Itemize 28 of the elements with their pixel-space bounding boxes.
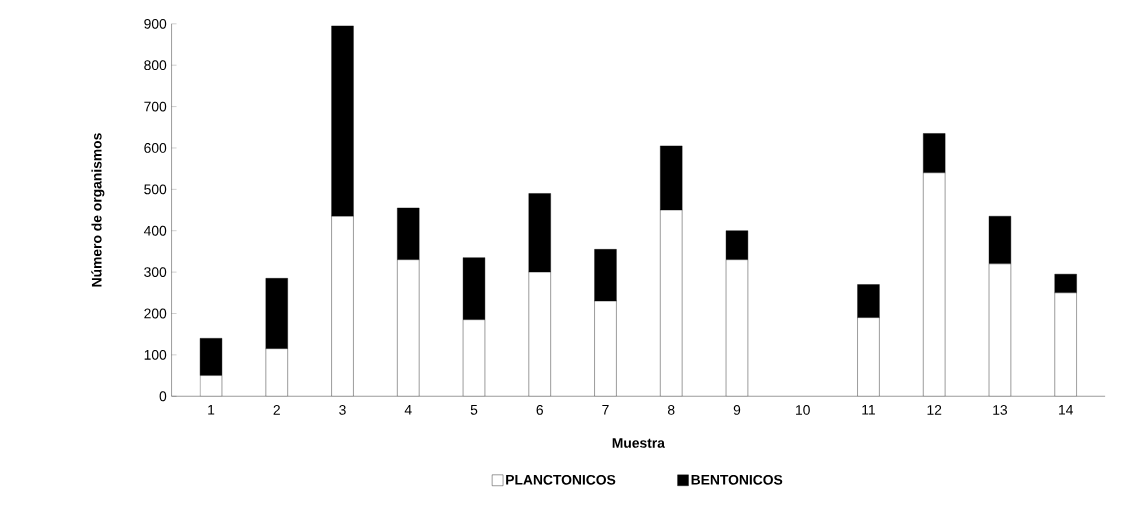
y-tick-label: 700 [144,101,167,112]
x-tick-label: 3 [339,404,346,415]
y-axis-title: Número de organismos [91,133,105,287]
x-tick-label: 4 [404,404,412,415]
x-tick-label: 10 [796,404,810,415]
x-tick-label: 2 [273,404,280,415]
x-tick-label: 8 [667,404,675,415]
y-tick-label: 500 [144,184,167,195]
y-tick-label: 100 [144,349,167,360]
x-tick-label: 13 [993,404,1008,415]
y-tick-label: 900 [144,18,167,29]
x-tick-label: 9 [733,404,741,415]
x-axis-title: Muestra [612,438,665,448]
y-tick-label: 800 [144,60,167,70]
legend-label: BENTONICOS [691,474,783,485]
y-tick-label: 600 [144,142,167,153]
x-tick-label: 1 [208,404,215,415]
y-tick-label: 200 [144,308,167,319]
y-tick-label: 300 [144,267,167,277]
x-tick-label: 12 [927,404,942,415]
legend-label: PLANCTONICOS [506,474,616,485]
y-tick-label: 0 [159,391,167,401]
x-tick-label: 5 [470,404,478,415]
y-tick-label: 400 [143,225,167,236]
x-tick-label: 6 [536,404,543,415]
x-tick-label: 7 [602,404,609,415]
x-tick-label: 14 [1059,404,1073,415]
x-tick-label: 11 [862,404,875,415]
